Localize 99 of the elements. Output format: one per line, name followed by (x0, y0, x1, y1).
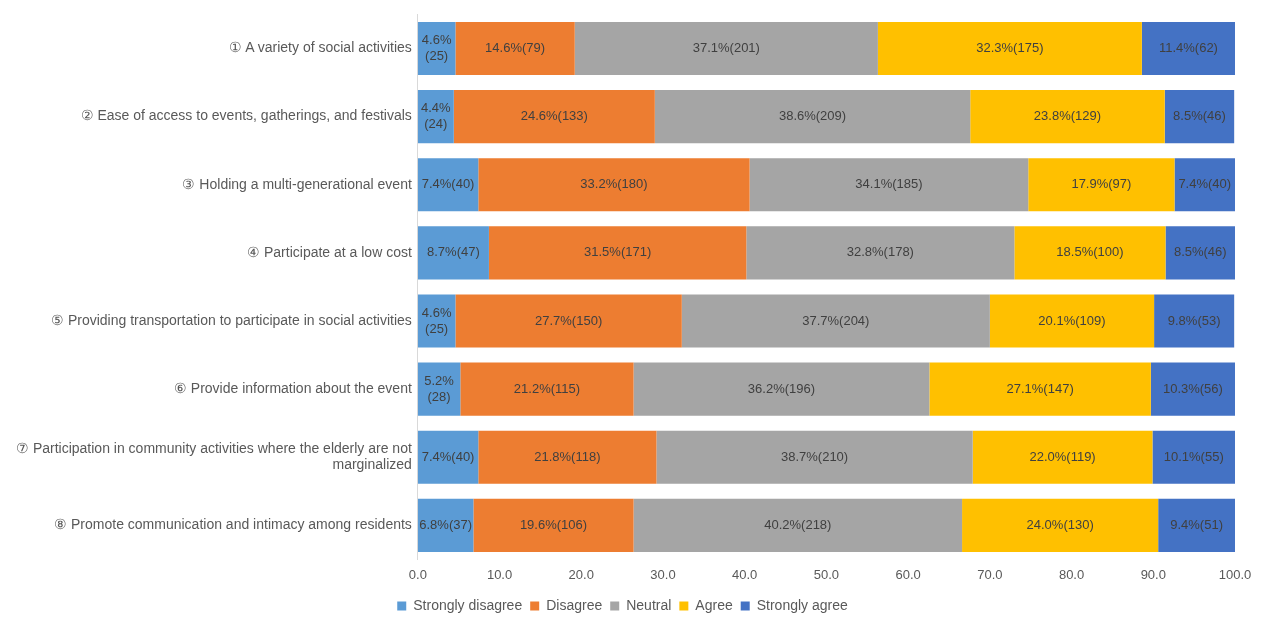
x-tick-label: 40.0 (732, 566, 758, 582)
bar (656, 430, 973, 484)
bar (417, 226, 489, 280)
data-label: 7.4%(40) (1178, 176, 1232, 192)
data-label: 40.2%(218) (764, 516, 832, 532)
data-label: 8.7%(47) (427, 244, 480, 260)
bar (633, 362, 930, 416)
data-label: 38.6%(209) (778, 108, 847, 124)
bar (970, 90, 1165, 144)
bar (633, 498, 963, 552)
data-label: 27.1%(147) (1006, 380, 1074, 396)
y-tick-label: ① A variety of social activities (229, 39, 412, 56)
bar (488, 226, 747, 280)
data-label: 20.1%(109) (1038, 312, 1106, 328)
bar (962, 498, 1159, 552)
data-label: 22.0%(119) (1029, 448, 1096, 464)
data-label: 7.4%(40) (421, 448, 475, 464)
legend-label: Disagree (546, 596, 603, 613)
data-label: 36.2%(196) (747, 380, 816, 396)
bar (473, 498, 634, 552)
data-label: 5.2%(28) (424, 372, 455, 404)
bar (478, 430, 657, 484)
data-label: 9.4%(51) (1170, 516, 1223, 532)
bar (654, 90, 971, 144)
bar (1164, 90, 1235, 144)
x-tick-label: 20.0 (568, 566, 594, 582)
bar (929, 362, 1151, 416)
bar (460, 362, 634, 416)
x-tick-label: 50.0 (813, 566, 840, 582)
x-tick-label: 30.0 (650, 566, 676, 582)
legend-label: Strongly disagree (413, 596, 523, 613)
data-label: 10.3%(56) (1162, 380, 1223, 396)
data-label: 37.1%(201) (692, 40, 760, 56)
x-tick-label: 60.0 (895, 566, 921, 582)
data-label: 32.3%(175) (976, 40, 1044, 56)
legend-label: Agree (695, 596, 733, 613)
data-label: 10.1%(55) (1163, 448, 1224, 464)
data-label: 24.6%(133) (520, 108, 588, 124)
x-tick-label: 90.0 (1140, 566, 1166, 582)
bar (749, 158, 1029, 212)
y-tick-label: ⑤ Providing transportation to participate in social activities (51, 311, 412, 328)
x-tick-label: 80.0 (1058, 566, 1085, 582)
data-label: 19.6%(106) (519, 516, 588, 532)
data-label: 32.8%(178) (846, 244, 914, 260)
bar (681, 294, 990, 348)
data-label: 18.5%(100) (1056, 244, 1124, 260)
data-label: 21.8%(118) (534, 448, 601, 464)
x-tick-label: 10.0 (486, 566, 513, 582)
data-label: 27.7%(150) (535, 312, 603, 328)
x-tick-label: 70.0 (977, 566, 1003, 582)
data-label: 14.6%(79) (485, 40, 546, 56)
bar (1152, 430, 1235, 484)
bar (417, 158, 479, 212)
data-label: 23.8%(129) (1033, 108, 1102, 124)
bar (1150, 362, 1235, 416)
data-label: 31.5%(171) (584, 244, 652, 260)
data-label: 17.9%(97) (1071, 176, 1132, 192)
bar (1028, 158, 1175, 212)
bar (417, 430, 479, 484)
data-label: 34.1%(185) (855, 176, 923, 192)
bar (1165, 226, 1235, 280)
bar (1174, 158, 1235, 212)
y-tick-label: ⑧ Promote communication and intimacy among residents (54, 516, 412, 533)
data-label: 37.7%(204) (802, 312, 870, 328)
bar (1141, 21, 1235, 76)
legend-label: Strongly agree (756, 596, 848, 613)
data-label: 4.6%(25) (421, 32, 452, 64)
bar (478, 158, 750, 212)
data-label: 21.2%(115) (513, 380, 581, 396)
y-tick-label: ⑥ Provide information about the event (173, 379, 412, 396)
data-label: 4.4%(24) (421, 100, 452, 132)
data-label: 6.8%(37) (419, 516, 472, 532)
x-tick-label: 0.0 (408, 566, 427, 582)
data-label: 33.2%(180) (580, 176, 648, 192)
data-label: 4.6%(25) (421, 304, 452, 336)
bar (455, 294, 682, 348)
bar (877, 21, 1142, 76)
data-label: 38.7%(210) (780, 448, 849, 464)
bar (455, 21, 575, 76)
data-label: 7.4%(40) (421, 176, 475, 192)
bar (453, 90, 655, 144)
y-tick-label: ⑦ Participation in community activities where the elderly are not marginalized (16, 439, 412, 473)
data-label: 24.0%(130) (1026, 516, 1094, 532)
data-label: 8.5%(46) (1173, 244, 1227, 260)
bar (1158, 498, 1235, 552)
legend-label: Neutral (626, 596, 672, 613)
bar (574, 21, 878, 76)
data-label: 8.5%(46) (1173, 108, 1226, 124)
bar (746, 226, 1015, 280)
bar (989, 294, 1155, 348)
x-tick-label: 100.0 (1218, 566, 1252, 582)
bar (1154, 294, 1235, 348)
y-tick-label: ③ Holding a multi-generational event (182, 175, 412, 192)
y-tick-label: ④ Participate at a low cost (247, 243, 412, 260)
bar (1014, 226, 1166, 280)
bar (972, 430, 1153, 484)
data-label: 9.8%(53) (1167, 312, 1221, 328)
y-tick-label: ② Ease of access to events, gatherings, and festivals (80, 107, 412, 124)
data-label: 11.4%(62) (1158, 40, 1218, 56)
